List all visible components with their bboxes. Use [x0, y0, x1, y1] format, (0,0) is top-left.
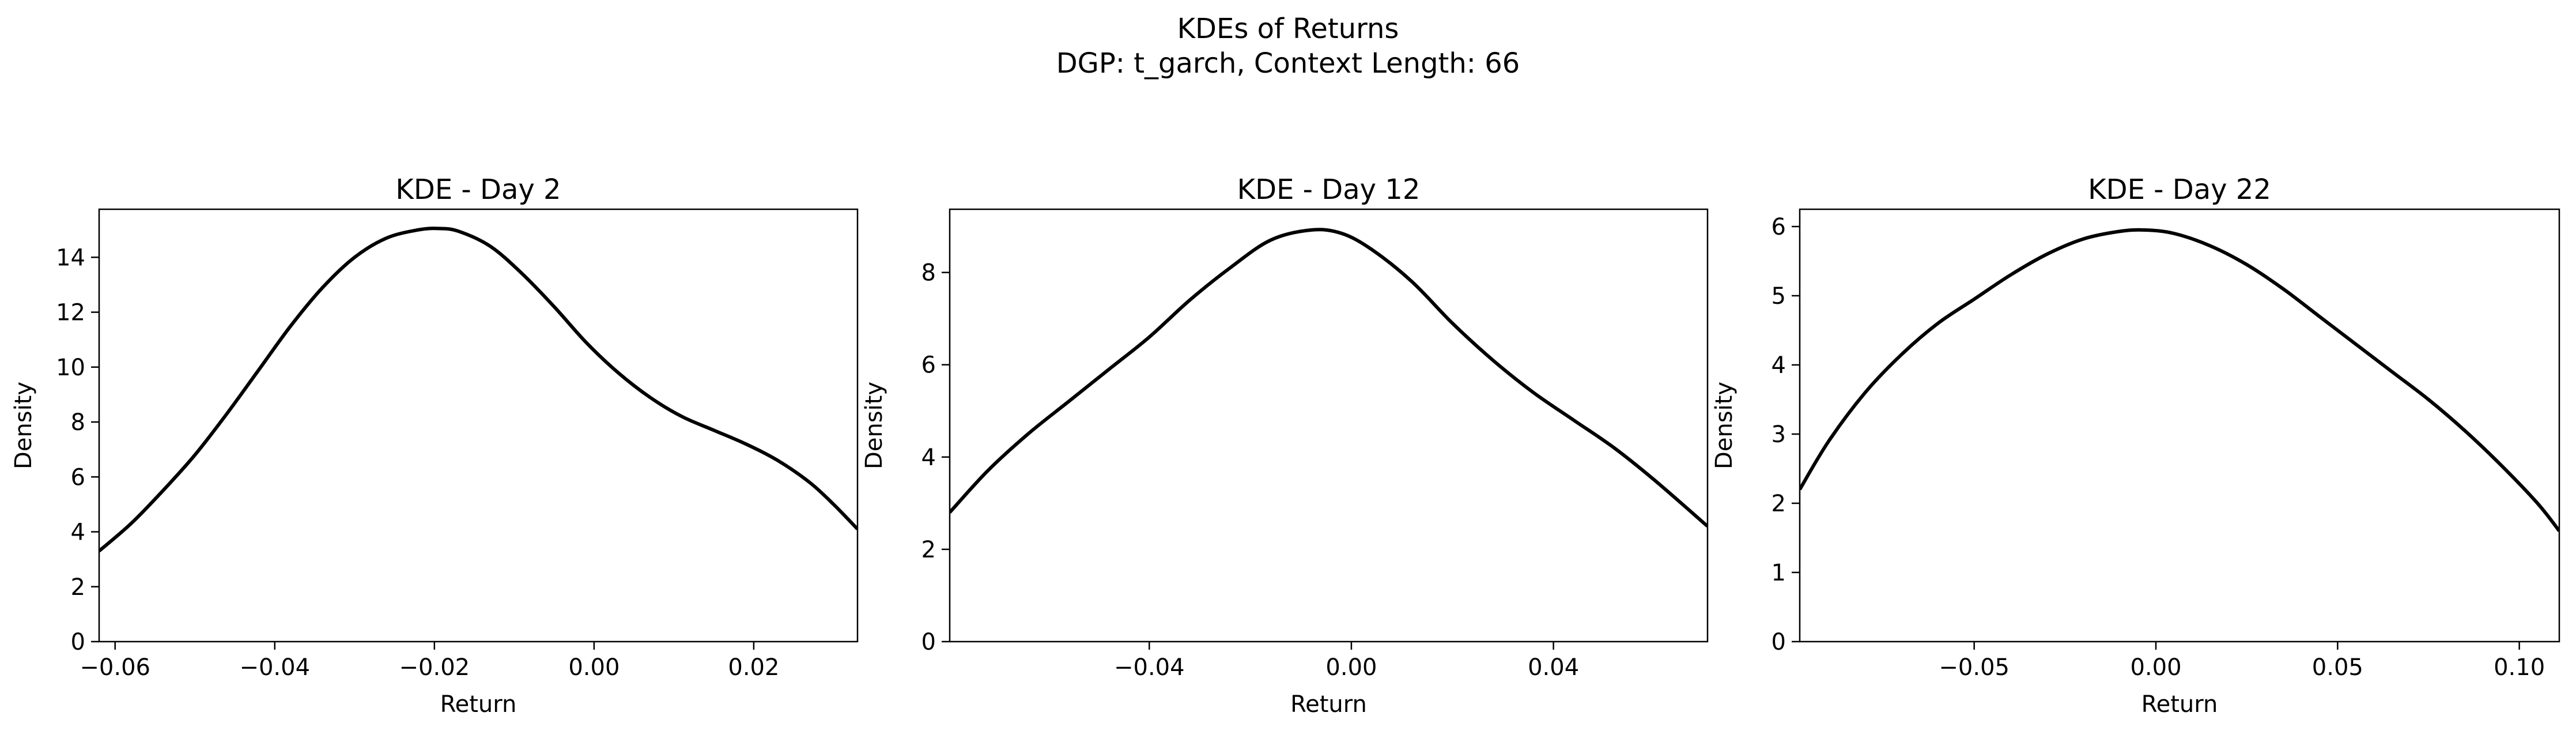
y-tick-label-3-5: 5 [1772, 283, 1786, 310]
axes-frame-3 [1799, 208, 2560, 643]
kde-curve-1 [99, 227, 858, 553]
y-tick-label-3-4: 4 [1772, 352, 1786, 379]
y-axis-label-1: Density [10, 382, 37, 469]
y-tick-label-3-0: 0 [1772, 629, 1786, 655]
y-tick-label-1-0: 0 [71, 629, 85, 655]
axes-frame-1 [98, 208, 859, 643]
x-axis-label-2: Return [1290, 691, 1367, 718]
y-tick-label-1-1: 2 [71, 574, 85, 601]
x-tick-label-3-1: 0.00 [2130, 654, 2181, 681]
y-tick-label-3-1: 1 [1772, 560, 1786, 586]
y-tick-label-3-3: 3 [1772, 421, 1786, 448]
y-tick-label-1-3: 6 [71, 464, 85, 491]
x-tick-label-1-4: 0.02 [728, 654, 779, 681]
subplot-3: −0.05 0.00 0.05 0.10 0 1 2 3 4 5 6 KDE - Day 22 Retu… [1711, 174, 2560, 718]
x-axis-label-3: Return [2141, 691, 2218, 718]
axes-frame-2 [949, 208, 1709, 643]
y-axis-label-3: Density [1711, 382, 1738, 469]
x-tick-label-1-3: 0.00 [568, 654, 620, 681]
x-tick-label-2-0: −0.04 [1114, 654, 1185, 681]
y-tick-label-3-6: 6 [1772, 214, 1786, 240]
subplot-title-2: KDE - Day 12 [1237, 174, 1421, 206]
y-tick-label-1-2: 4 [71, 519, 85, 546]
x-tick-label-3-3: 0.10 [2494, 654, 2545, 681]
x-tick-label-3-2: 0.05 [2312, 654, 2363, 681]
x-tick-label-3-0: −0.05 [1939, 654, 2010, 681]
y-tick-label-2-3: 6 [921, 352, 936, 379]
y-tick-label-3-2: 2 [1772, 491, 1786, 517]
figure-title: KDEs of Returns DGP: t_garch, Context Le… [0, 12, 2576, 81]
y-tick-label-2-4: 8 [921, 260, 936, 287]
x-tick-label-1-2: −0.02 [399, 654, 470, 681]
x-tick-label-1-0: −0.06 [80, 654, 150, 681]
subplot-title-3: KDE - Day 22 [2088, 174, 2271, 206]
y-tick-label-2-2: 4 [921, 444, 936, 471]
x-tick-label-2-2: 0.04 [1528, 654, 1579, 681]
subplot-1: −0.06 −0.04 −0.02 0.00 0.02 0 2 4 6 8 10 12 14 KDE - … [10, 174, 859, 718]
y-tick-label-1-4: 8 [71, 409, 85, 436]
y-tick-label-1-6: 12 [56, 300, 85, 326]
y-axis-label-2: Density [861, 382, 887, 469]
y-tick-label-1-5: 10 [56, 355, 85, 381]
kde-curve-2 [950, 228, 1708, 528]
x-tick-label-2-1: 0.00 [1325, 654, 1377, 681]
x-tick-label-1-1: −0.04 [239, 654, 310, 681]
subplot-2: −0.04 0.00 0.04 0 2 4 6 8 KDE - Day 12 Return Dens… [861, 174, 1709, 718]
y-tick-label-2-1: 2 [921, 537, 936, 563]
kde-curve-3 [1800, 228, 2559, 532]
subplot-title-1: KDE - Day 2 [395, 174, 561, 206]
y-tick-label-1-7: 14 [56, 244, 85, 271]
figure-subtitle: DGP: t_garch, Context Length: 66 [1056, 47, 1520, 80]
x-axis-label-1: Return [440, 691, 517, 718]
y-tick-label-2-0: 0 [921, 629, 936, 655]
figure-title-line-1: KDEs of Returns [1177, 13, 1399, 45]
